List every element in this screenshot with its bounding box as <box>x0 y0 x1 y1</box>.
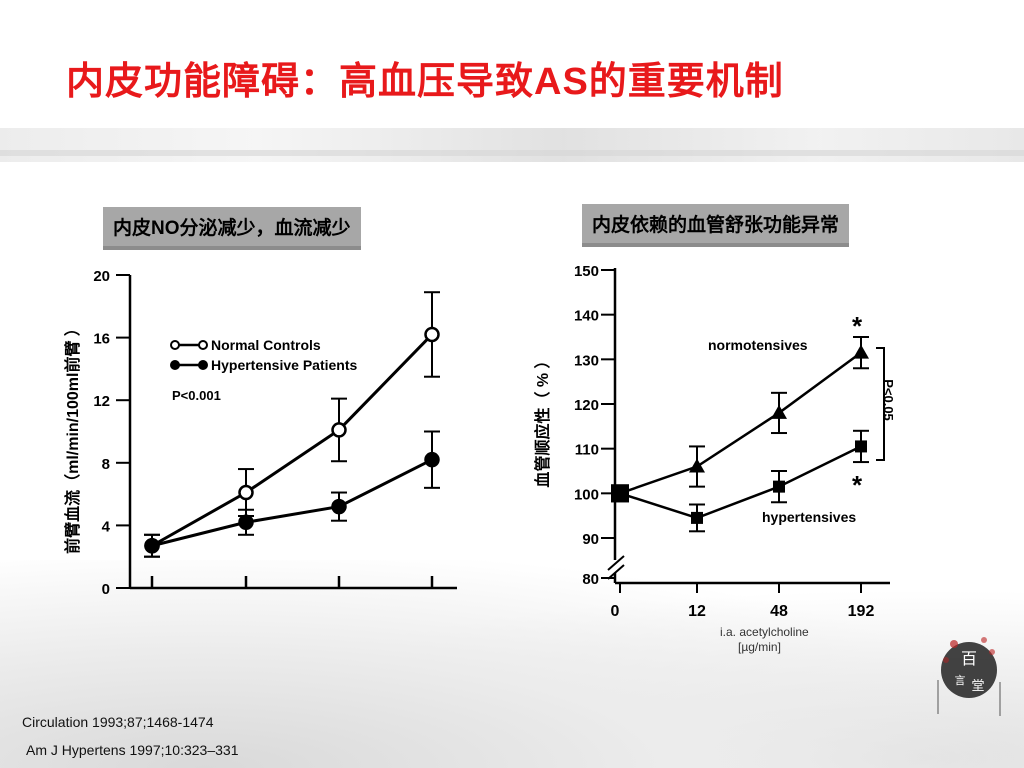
hypertensive-line <box>151 458 433 548</box>
x-axis-label-line2: [µg/min] <box>738 640 781 654</box>
left-y-tick-label: 12 <box>93 393 110 410</box>
series-label-hypertensives: hypertensives <box>762 509 856 525</box>
left-panel-label: 内皮NO分泌减少，血流减少 <box>103 207 361 246</box>
right-y-tick-label: 90 <box>582 531 599 548</box>
right-panel-label: 内皮依赖的血管舒张功能异常 <box>582 204 850 243</box>
left-y-tick-label: 8 <box>102 456 110 473</box>
legend-marker <box>198 360 208 370</box>
left-y-tick-label: 0 <box>102 581 110 598</box>
svg-text:堂: 堂 <box>971 678 984 693</box>
reference-2: Am J Hypertens 1997;10:323–331 <box>26 742 239 758</box>
normal-line <box>151 333 434 548</box>
axis-break-mark <box>607 564 625 580</box>
left-chart-series <box>144 291 440 558</box>
right-chart-axes <box>607 268 890 585</box>
axis-break-mark <box>607 555 625 571</box>
significance-star-bottom: * <box>852 470 863 500</box>
brush-stroke-line <box>0 150 1024 156</box>
right-y-tick-label: 150 <box>574 263 599 280</box>
right-y-tick-label: 140 <box>574 308 599 325</box>
legend-label: Hypertensive Patients <box>211 357 357 373</box>
background-wash <box>0 560 1024 768</box>
right-x-tick-label: 0 <box>611 603 620 620</box>
slide-title: 内皮功能障碍：高血压导致AS的重要机制 <box>66 61 784 103</box>
right-y-tick-label: 80 <box>582 571 599 588</box>
right-x-tick-label: 12 <box>688 603 706 620</box>
svg-text:言: 言 <box>955 674 966 687</box>
normotensive-point <box>771 404 787 419</box>
left-y-tick-label: 4 <box>102 518 111 535</box>
normal-point <box>238 484 254 501</box>
right-y-tick-label: 110 <box>575 442 599 459</box>
right-y-tick-label: 100 <box>574 486 599 503</box>
legend-marker <box>170 340 180 350</box>
left-y-tick-label: 16 <box>93 331 110 348</box>
left-p-value: P<0.001 <box>172 388 221 403</box>
hypertensive-point <box>331 498 347 515</box>
right-y-axis-label: 血管顺应性（ % ） <box>533 352 552 487</box>
legend-marker <box>170 360 180 370</box>
hypertensive-point <box>855 440 867 453</box>
significance-bracket <box>876 347 885 461</box>
hypertensive-point <box>773 480 785 493</box>
baseline-point <box>611 484 629 503</box>
left-chart-ticks: 0 4 8 12 16 20 <box>93 268 434 598</box>
svg-text:百: 百 <box>961 651 977 668</box>
right-chart-ticks: 80 90 100 110 120 130 140 150 0 12 48 192 <box>574 263 874 620</box>
normotensive-point <box>689 458 705 473</box>
right-chart-series <box>611 336 869 533</box>
logo-seal: 百 言 堂 <box>937 637 1001 716</box>
right-y-tick-label: 130 <box>574 352 599 369</box>
right-x-tick-label: 48 <box>770 603 788 620</box>
left-y-axis-label: 前臂血流（ml/min/100ml前臂 ） <box>63 320 82 554</box>
hypertensive-point <box>144 537 160 554</box>
hypertensive-line <box>619 445 862 520</box>
x-axis-label-line1: i.a. acetylcholine <box>720 625 809 639</box>
series-label-normotensives: normotensives <box>708 337 808 353</box>
legend-label: Normal Controls <box>211 337 321 353</box>
legend-marker <box>198 340 208 350</box>
reference-1: Circulation 1993;87;1468-1474 <box>22 714 214 730</box>
hypertensive-point <box>691 511 703 524</box>
hypertensive-point <box>238 514 254 531</box>
normotensive-point <box>853 344 869 359</box>
left-chart-axes <box>128 275 457 590</box>
left-chart-legend: Normal Controls Hypertensive Patients <box>170 337 357 373</box>
normotensive-line <box>619 351 862 495</box>
brush-stroke-decoration <box>0 128 1024 162</box>
normal-point <box>331 422 347 438</box>
left-y-tick-label: 20 <box>93 268 110 285</box>
p-value-rotated: P<0.05 <box>881 379 896 421</box>
right-x-tick-label: 192 <box>848 603 875 620</box>
normal-point <box>424 326 440 343</box>
hypertensive-point <box>424 451 440 468</box>
significance-star-top: * <box>852 311 863 341</box>
right-y-tick-label: 120 <box>574 397 599 414</box>
